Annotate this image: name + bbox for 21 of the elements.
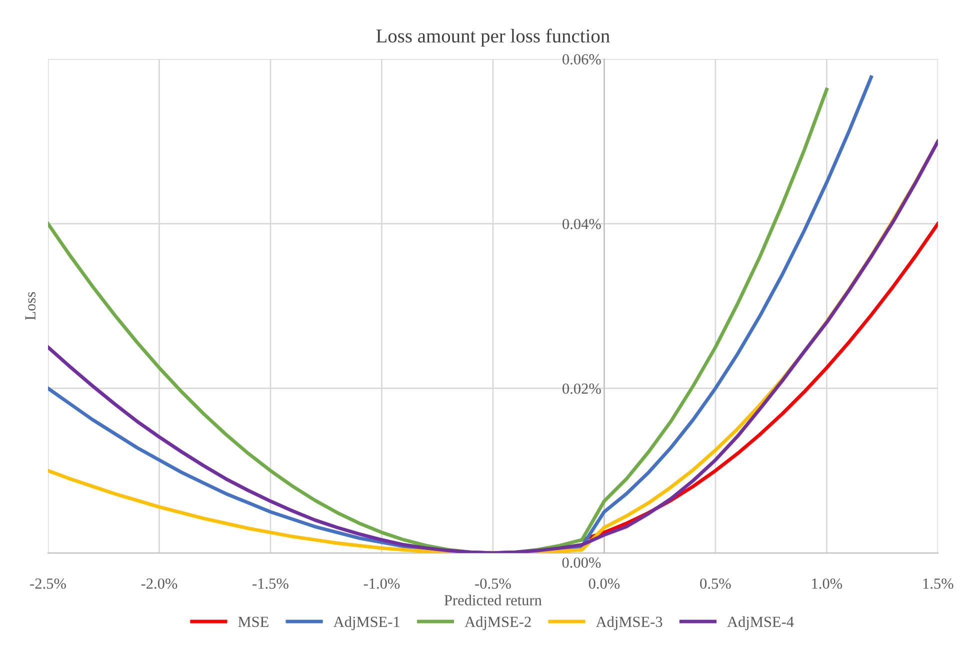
y-tick-label: 0.04%	[562, 218, 601, 230]
x-tick-label: 0.5%	[700, 578, 731, 589]
x-tick-label: 0.0%	[588, 578, 620, 589]
x-tick-label: -2.5%	[30, 578, 66, 589]
y-axis-title: Loss	[25, 292, 36, 320]
x-tick-label: -1.0%	[364, 578, 400, 589]
x-tick-label: 1.5%	[923, 578, 954, 589]
y-tick-label: 0.02%	[562, 383, 601, 394]
legend-label: AdjMSE-2	[464, 616, 531, 630]
legend-label: AdjMSE-1	[333, 616, 400, 630]
legend-label: AdjMSE-3	[596, 616, 662, 630]
y-tick-label: 0.06%	[562, 54, 601, 65]
x-axis-title: Predicted return	[444, 594, 542, 606]
x-tick-label: -2.0%	[141, 578, 178, 589]
x-tick-label: 1.0%	[812, 578, 842, 589]
y-tick-label: 0.00%	[562, 557, 601, 568]
chart-title: Loss amount per loss function	[376, 28, 610, 47]
legend-label: AdjMSE-4	[727, 616, 794, 630]
x-tick-label: -0.5%	[475, 578, 511, 589]
legend-label: MSE	[238, 616, 268, 627]
x-tick-label: -1.5%	[252, 578, 288, 589]
